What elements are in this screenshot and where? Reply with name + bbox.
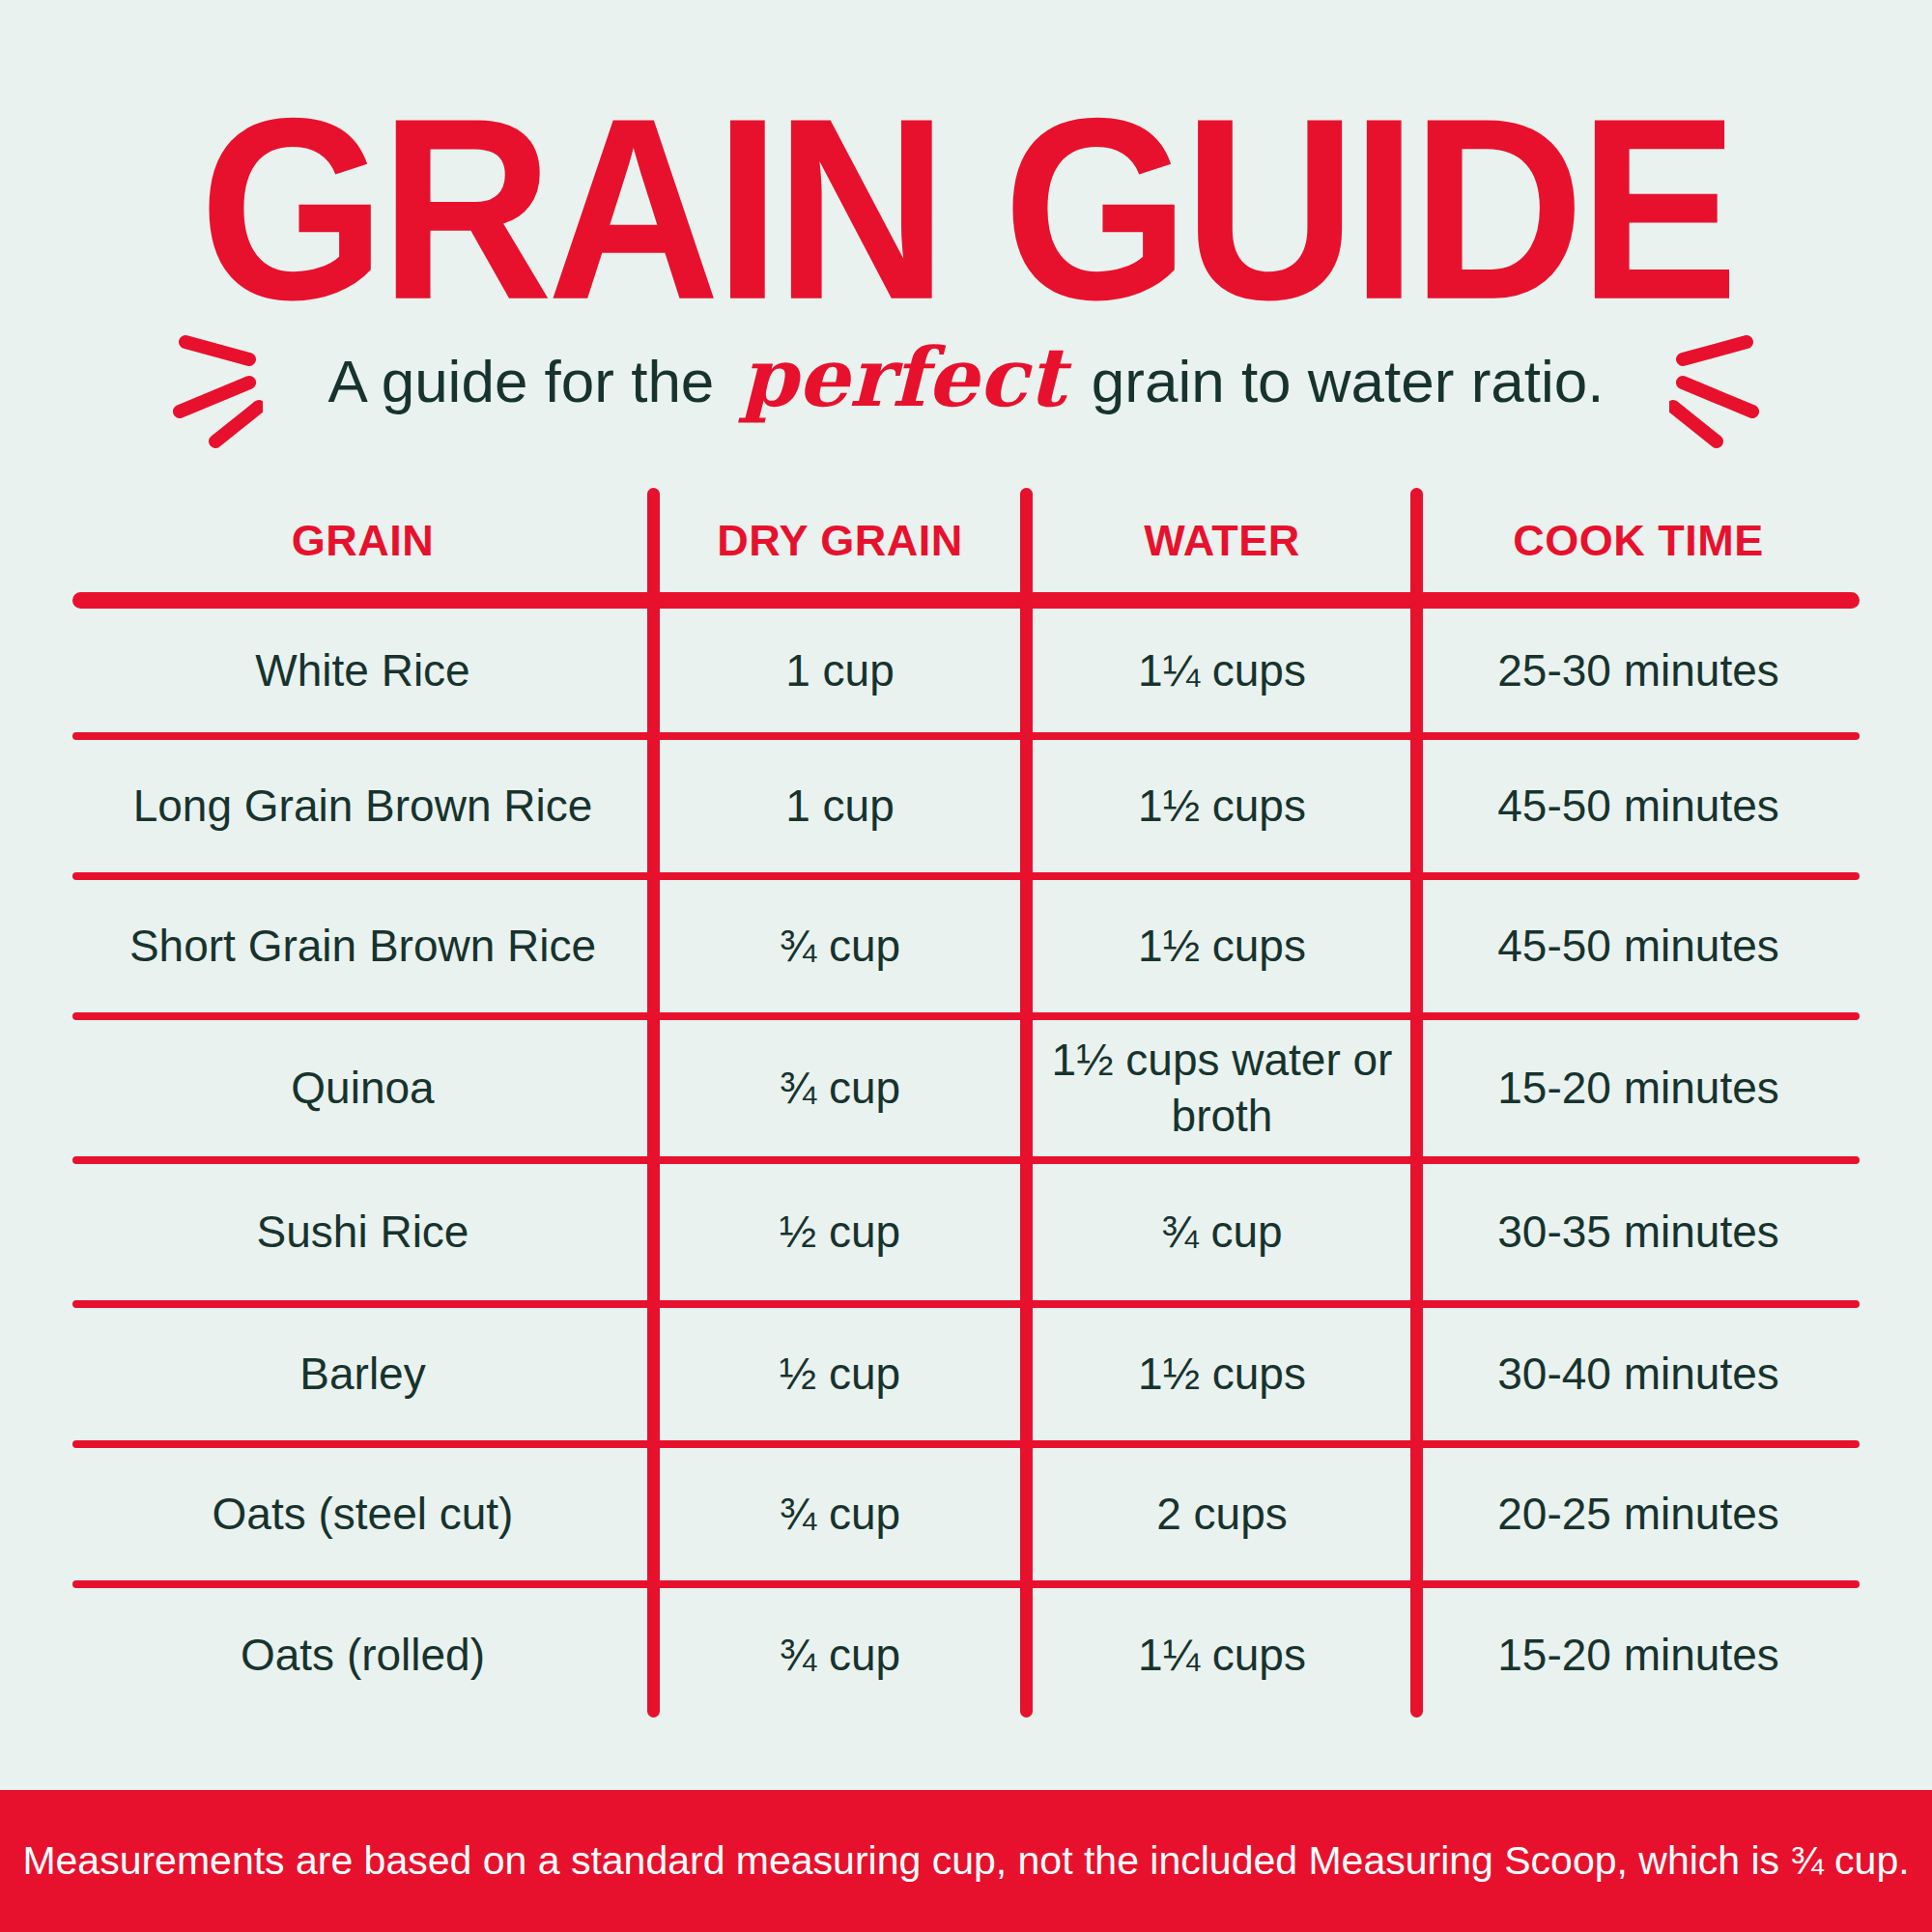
footer-bar: Measurements are based on a standard mea… <box>0 1790 1932 1932</box>
subtitle-suffix: grain to water ratio. <box>1092 348 1605 414</box>
grain-cell: Oats (steel cut) <box>72 1448 653 1580</box>
dry-grain-cell: ¾ cup <box>653 1588 1027 1723</box>
column-header-dry-grain: DRY GRAIN <box>653 490 1027 592</box>
table-row: Oats (rolled) ¾ cup 1¼ cups 15-20 minute… <box>72 1588 1860 1723</box>
table-row: Barley ½ cup 1½ cups 30-40 minutes <box>72 1308 1860 1440</box>
cook-time-cell: 25-30 minutes <box>1417 610 1860 732</box>
column-header-water: WATER <box>1027 490 1417 592</box>
cook-time-cell: 15-20 minutes <box>1417 1020 1860 1156</box>
row-divider <box>72 872 1860 880</box>
water-cell: 1¼ cups <box>1027 610 1417 732</box>
table-header-row: GRAIN DRY GRAIN WATER COOK TIME <box>72 490 1860 592</box>
water-cell: 1½ cups water or broth <box>1027 1020 1417 1156</box>
table-row: Long Grain Brown Rice 1 cup 1½ cups 45-5… <box>72 740 1860 872</box>
water-cell: 1½ cups <box>1027 740 1417 872</box>
cook-time-cell: 45-50 minutes <box>1417 880 1860 1012</box>
subtitle: A guide for the perfect grain to water r… <box>0 325 1932 435</box>
grain-cell: Long Grain Brown Rice <box>72 740 653 872</box>
cook-time-cell: 20-25 minutes <box>1417 1448 1860 1580</box>
grain-guide-poster: GRAIN GUIDE A guide for the perfect grai… <box>0 0 1932 1932</box>
grain-cell: White Rice <box>72 610 653 732</box>
subtitle-prefix: A guide for the <box>328 348 715 414</box>
water-cell: ¾ cup <box>1027 1164 1417 1300</box>
column-header-cook-time: COOK TIME <box>1417 490 1860 592</box>
dry-grain-cell: ½ cup <box>653 1164 1027 1300</box>
grain-cell: Oats (rolled) <box>72 1588 653 1723</box>
cook-time-cell: 30-40 minutes <box>1417 1308 1860 1440</box>
dry-grain-cell: ½ cup <box>653 1308 1027 1440</box>
dry-grain-cell: ¾ cup <box>653 1448 1027 1580</box>
row-divider <box>72 1440 1860 1448</box>
table-header-rule <box>72 592 1860 609</box>
dry-grain-cell: ¾ cup <box>653 1020 1027 1156</box>
subtitle-highlight: perfect <box>731 329 1075 425</box>
row-divider <box>72 1012 1860 1020</box>
grain-cell: Sushi Rice <box>72 1164 653 1300</box>
grain-cell: Short Grain Brown Rice <box>72 880 653 1012</box>
water-cell: 1½ cups <box>1027 1308 1417 1440</box>
emphasis-dashes-icon <box>1669 332 1789 450</box>
grain-cell: Barley <box>72 1308 653 1440</box>
table-row: Sushi Rice ½ cup ¾ cup 30-35 minutes <box>72 1164 1860 1300</box>
water-cell: 2 cups <box>1027 1448 1417 1580</box>
water-cell: 1¼ cups <box>1027 1588 1417 1723</box>
cook-time-cell: 45-50 minutes <box>1417 740 1860 872</box>
table-row: White Rice 1 cup 1¼ cups 25-30 minutes <box>72 610 1860 732</box>
table-row: Oats (steel cut) ¾ cup 2 cups 20-25 minu… <box>72 1448 1860 1580</box>
column-header-grain: GRAIN <box>72 490 653 592</box>
page-title: GRAIN GUIDE <box>0 79 1932 338</box>
table-row: Short Grain Brown Rice ¾ cup 1½ cups 45-… <box>72 880 1860 1012</box>
water-cell: 1½ cups <box>1027 880 1417 1012</box>
table-row: Quinoa ¾ cup 1½ cups water or broth 15-2… <box>72 1020 1860 1156</box>
dry-grain-cell: 1 cup <box>653 610 1027 732</box>
row-divider <box>72 1300 1860 1308</box>
footer-note: Measurements are based on a standard mea… <box>22 1838 1909 1884</box>
cook-time-cell: 15-20 minutes <box>1417 1588 1860 1723</box>
dry-grain-cell: 1 cup <box>653 740 1027 872</box>
dry-grain-cell: ¾ cup <box>653 880 1027 1012</box>
grain-cell: Quinoa <box>72 1020 653 1156</box>
row-divider <box>72 1156 1860 1164</box>
row-divider <box>72 1580 1860 1588</box>
cook-time-cell: 30-35 minutes <box>1417 1164 1860 1300</box>
row-divider <box>72 732 1860 740</box>
